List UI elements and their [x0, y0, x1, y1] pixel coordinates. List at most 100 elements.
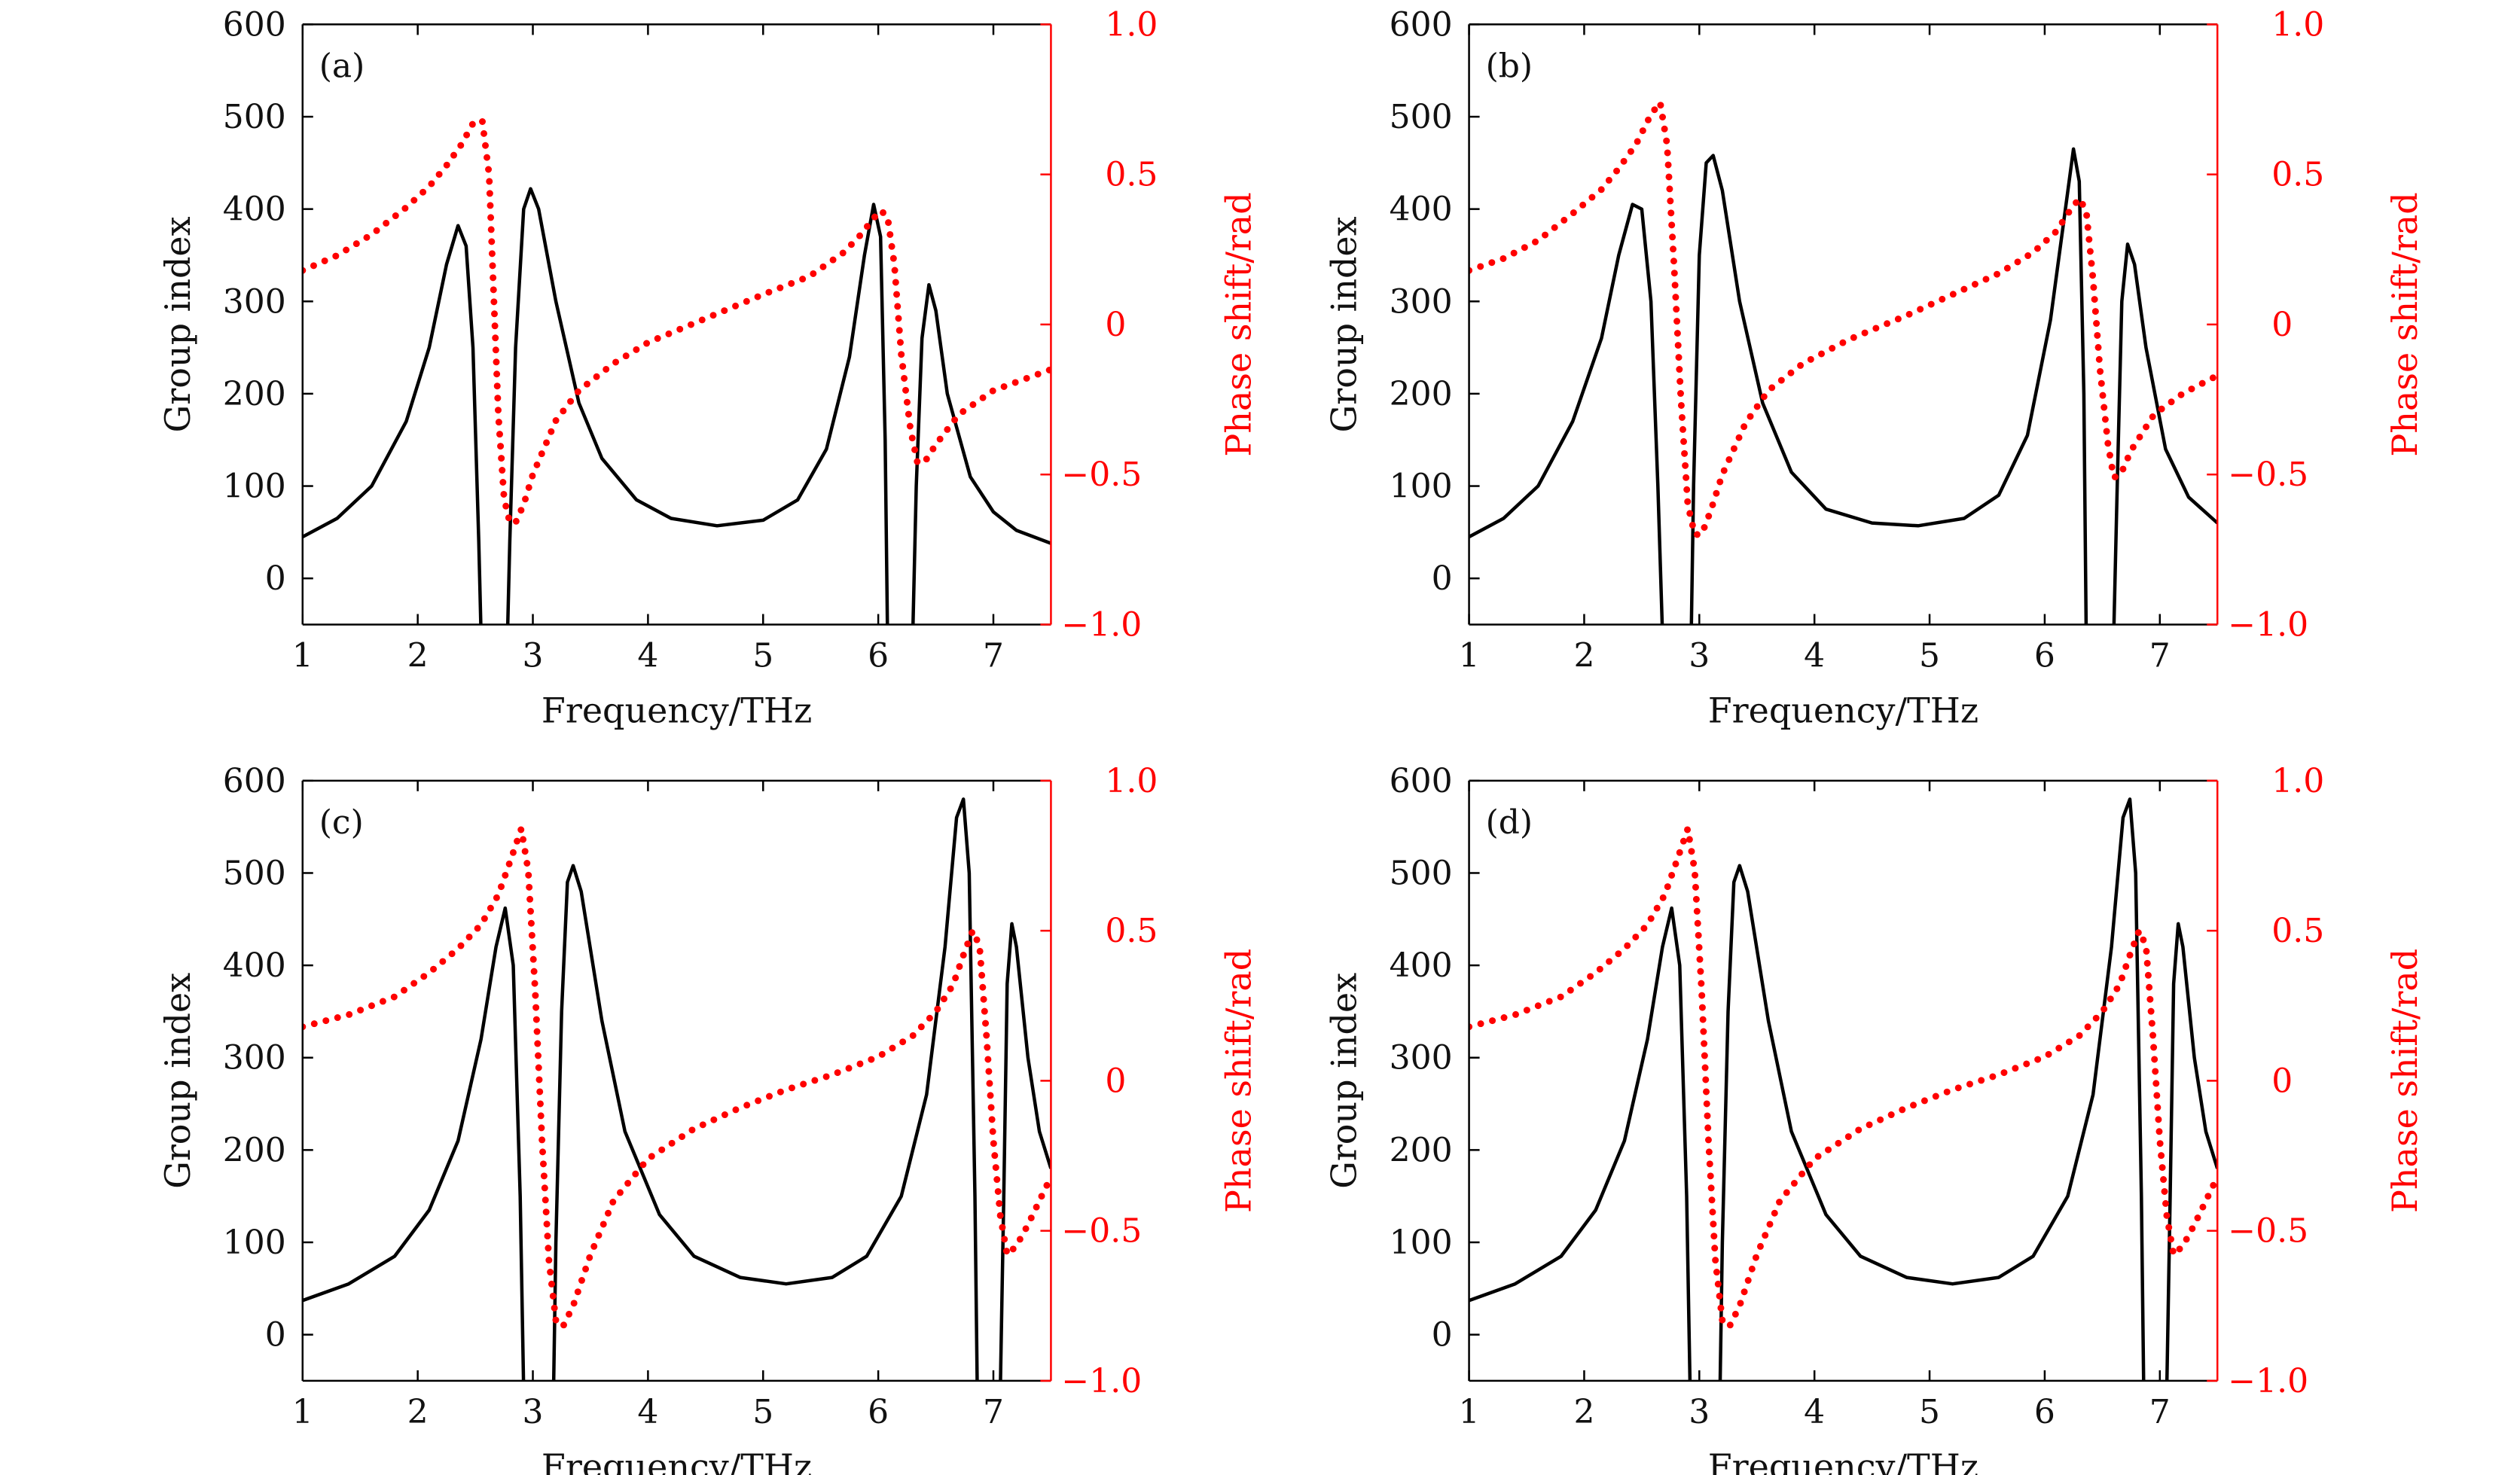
y-left-tick-label: 300 [1390, 1039, 1453, 1077]
y-left-axis-title: Group index [1324, 216, 1365, 432]
y-right-tick-label: 1.0 [1105, 762, 1158, 800]
y-right-axis-title: Phase shift/rad [1218, 192, 1258, 456]
y-left-tick-label: 100 [1390, 1224, 1453, 1262]
x-tick-label: 5 [752, 636, 773, 675]
x-tick-label: 2 [407, 1393, 429, 1431]
y-right-tick-label: −1.0 [2228, 1362, 2308, 1400]
y-left-tick-label: 300 [223, 282, 286, 321]
y-right-tick-label: −1.0 [2228, 605, 2308, 644]
y-left-tick-label: 0 [1432, 1316, 1453, 1355]
x-tick-label: 6 [2034, 1393, 2055, 1431]
chart-panel-3: 1 2 3 4 5 6 7 0 100 200 300 400 500 600 −1.0 −0.5 0 0.5 1.… [1324, 762, 2426, 1475]
y-left-tick-label: 0 [265, 1316, 286, 1355]
x-tick-label: 3 [1689, 1393, 1710, 1431]
y-left-tick-label: 500 [1390, 98, 1453, 136]
y-left-tick-label: 200 [1390, 375, 1453, 413]
y-right-tick-label: 0 [1105, 306, 1126, 344]
x-tick-label: 4 [637, 636, 658, 675]
x-tick-label: 6 [868, 636, 889, 675]
y-right-tick-label: −0.5 [1061, 456, 1142, 494]
y-right-tick-label: 0 [1105, 1062, 1126, 1100]
y-right-tick-label: 0 [2271, 1062, 2293, 1100]
panel-label: (c) [319, 803, 364, 842]
x-tick-label: 3 [523, 1393, 544, 1431]
phase-shift-line-0 [302, 117, 1051, 526]
x-tick-label: 6 [2034, 636, 2055, 675]
phase-shift-line-1 [1469, 99, 2218, 538]
y-left-tick-label: 500 [223, 854, 286, 892]
y-left-tick-label: 300 [223, 1039, 286, 1077]
x-tick-label: 5 [752, 1393, 773, 1431]
y-right-axis-title: Phase shift/rad [2384, 192, 2425, 456]
group-index-line-0 [302, 187, 1051, 625]
x-axis-title: Frequency/THz [542, 1446, 812, 1475]
phase-shift-line-3 [1469, 825, 2218, 1330]
y-left-tick-label: 600 [1390, 762, 1453, 800]
x-tick-label: 1 [1459, 636, 1480, 675]
x-tick-label: 7 [2149, 1393, 2171, 1431]
x-tick-label: 3 [523, 636, 544, 675]
y-right-tick-label: 1.0 [2271, 762, 2324, 800]
y-left-tick-label: 100 [223, 468, 286, 506]
x-tick-label: 3 [1689, 636, 1710, 675]
y-left-axis-title: Group index [157, 216, 198, 432]
group-index-line-3 [1469, 797, 2218, 1381]
y-left-tick-label: 300 [1390, 282, 1453, 321]
y-left-tick-label: 400 [223, 946, 286, 985]
x-tick-label: 1 [292, 1393, 313, 1431]
y-left-tick-label: 0 [265, 559, 286, 598]
group-index-line-1 [1469, 147, 2218, 625]
y-right-axis-title: Phase shift/rad [1218, 949, 1258, 1213]
chart-panel-1: 1 2 3 4 5 6 7 0 100 200 300 400 500 600 −1.0 −0.5 0 0.5 1.… [1324, 5, 2426, 730]
y-left-axis-title: Group index [1324, 973, 1365, 1189]
x-tick-label: 1 [292, 636, 313, 675]
y-right-tick-label: 0.5 [1105, 912, 1158, 950]
x-tick-label: 7 [983, 1393, 1004, 1431]
y-right-tick-label: 0.5 [2271, 912, 2324, 950]
x-tick-label: 2 [1573, 636, 1594, 675]
x-tick-label: 2 [407, 636, 429, 675]
y-left-tick-label: 200 [223, 1131, 286, 1169]
y-right-tick-label: 1.0 [2271, 5, 2324, 44]
y-right-tick-label: 0 [2271, 306, 2293, 344]
x-tick-label: 5 [1919, 1393, 1940, 1431]
y-right-tick-label: −0.5 [1061, 1212, 1142, 1251]
x-axis-title: Frequency/THz [1708, 1446, 1978, 1475]
chart-panel-2: 1 2 3 4 5 6 7 0 100 200 300 400 500 600 −1.0 −0.5 0 0.5 1.… [157, 762, 1259, 1475]
y-left-tick-label: 400 [223, 190, 286, 229]
x-tick-label: 6 [868, 1393, 889, 1431]
chart-panel-0: 1 2 3 4 5 6 7 0 100 200 300 400 500 600 −1.0 −0.5 0 0.5 1.… [157, 5, 1259, 730]
y-right-tick-label: 1.0 [1105, 5, 1158, 44]
y-right-tick-label: −0.5 [2228, 1212, 2308, 1251]
x-axis-title: Frequency/THz [542, 690, 812, 730]
y-left-tick-label: 100 [223, 1224, 286, 1262]
x-tick-label: 4 [1804, 1393, 1825, 1431]
x-tick-label: 7 [2149, 636, 2171, 675]
y-right-tick-label: 0.5 [1105, 156, 1158, 194]
y-left-tick-label: 100 [1390, 468, 1453, 506]
y-right-tick-label: 0.5 [2271, 156, 2324, 194]
panel-label: (b) [1486, 47, 1533, 85]
y-left-tick-label: 400 [1390, 190, 1453, 229]
y-left-tick-label: 200 [223, 375, 286, 413]
y-right-axis-title: Phase shift/rad [2384, 949, 2425, 1213]
y-left-tick-label: 500 [1390, 854, 1453, 892]
y-left-tick-label: 400 [1390, 946, 1453, 985]
y-right-tick-label: −1.0 [1061, 605, 1142, 644]
y-left-tick-label: 600 [1390, 5, 1453, 44]
phase-shift-line-2 [302, 825, 1051, 1330]
x-tick-label: 2 [1573, 1393, 1594, 1431]
x-tick-label: 4 [637, 1393, 658, 1431]
group-index-line-2 [302, 797, 1051, 1381]
y-left-tick-label: 600 [223, 762, 286, 800]
x-tick-label: 7 [983, 636, 1004, 675]
y-right-tick-label: −1.0 [1061, 1362, 1142, 1400]
x-tick-label: 4 [1804, 636, 1825, 675]
panel-label: (a) [319, 47, 365, 85]
y-left-tick-label: 200 [1390, 1131, 1453, 1169]
x-axis-title: Frequency/THz [1708, 690, 1978, 730]
y-left-tick-label: 500 [223, 98, 286, 136]
y-right-tick-label: −0.5 [2228, 456, 2308, 494]
panel-label: (d) [1486, 803, 1533, 842]
